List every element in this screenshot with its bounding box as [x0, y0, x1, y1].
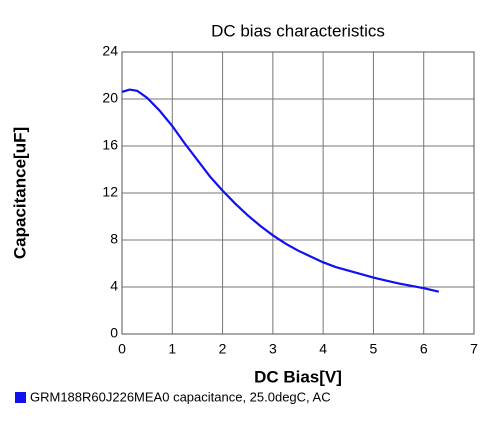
plot-frame — [121, 51, 475, 335]
y-tick-label: 8 — [110, 231, 118, 247]
x-tick-label: 6 — [420, 341, 428, 357]
x-tick-label: 2 — [219, 341, 227, 357]
chart-title: DC bias characteristics — [211, 21, 385, 40]
y-tick-label: 0 — [110, 325, 118, 341]
legend-swatch — [15, 392, 26, 403]
y-tick-label: 24 — [102, 43, 118, 59]
y-tick-label: 20 — [102, 90, 118, 106]
x-tick-label: 4 — [319, 341, 327, 357]
x-tick-label: 0 — [118, 341, 126, 357]
x-tick-label: 1 — [168, 341, 176, 357]
y-tick-label: 12 — [102, 184, 118, 200]
y-tick-label: 4 — [110, 278, 118, 294]
x-tick-label: 3 — [269, 341, 277, 357]
x-axis-label: DC Bias[V] — [254, 367, 342, 386]
legend-label: GRM188R60J226MEA0 capacitance, 25.0degC,… — [30, 389, 331, 404]
data-line — [121, 88, 440, 293]
x-tick-label: 5 — [370, 341, 378, 357]
y-axis-label: Capacitance[uF] — [10, 127, 29, 259]
y-tick-label: 16 — [102, 137, 118, 153]
x-tick-label: 7 — [470, 341, 478, 357]
